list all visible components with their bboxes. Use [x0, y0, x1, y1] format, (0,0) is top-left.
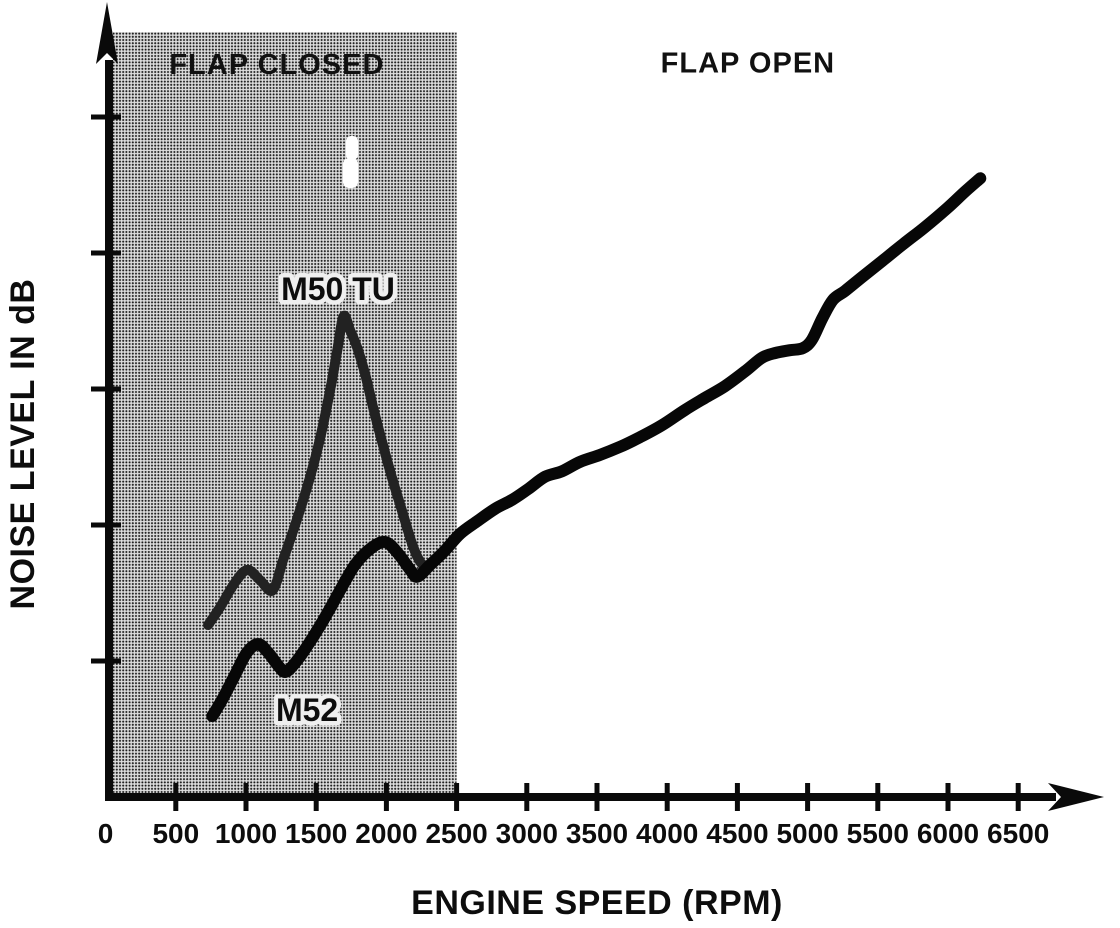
x-tick-label-500: 500: [152, 818, 199, 849]
y-axis-line: [105, 60, 113, 801]
series-label-m50-tu: M50 TU: [281, 271, 395, 307]
x-tick-label-4000: 4000: [636, 818, 698, 849]
x-tick-label-1000: 1000: [215, 818, 277, 849]
flap-closed-shaded-region: [113, 32, 457, 793]
x-tick-label-3500: 3500: [566, 818, 628, 849]
series-label-m52: M52: [276, 692, 338, 728]
x-tick-label-3000: 3000: [496, 818, 558, 849]
curve-m50-tu: [203, 310, 433, 630]
x-tick-label-6000: 6000: [917, 818, 979, 849]
x-tick-label-0: 0: [98, 818, 114, 849]
x-axis-line: [105, 793, 1056, 801]
scan-artifact: [346, 136, 358, 160]
y-axis-title: NOISE LEVEL IN dB: [4, 279, 42, 610]
x-tick-label-2000: 2000: [355, 818, 417, 849]
x-axis-arrow: [1048, 783, 1104, 811]
region-label-flap-closed: FLAP CLOSED: [169, 49, 384, 81]
y-axis-arrow: [96, 2, 118, 64]
scan-artifact: [343, 158, 358, 188]
x-axis-title: ENGINE SPEED (RPM): [411, 884, 783, 922]
curve-m52: [206, 172, 987, 723]
x-tick-label-5000: 5000: [776, 818, 838, 849]
x-tick-label-4500: 4500: [706, 818, 768, 849]
x-tick-label-2500: 2500: [425, 818, 487, 849]
x-tick-label-1500: 1500: [285, 818, 347, 849]
x-tick-label-6500: 6500: [987, 818, 1049, 849]
region-label-flap-open: FLAP OPEN: [661, 48, 835, 80]
x-tick-label-5500: 5500: [847, 818, 909, 849]
